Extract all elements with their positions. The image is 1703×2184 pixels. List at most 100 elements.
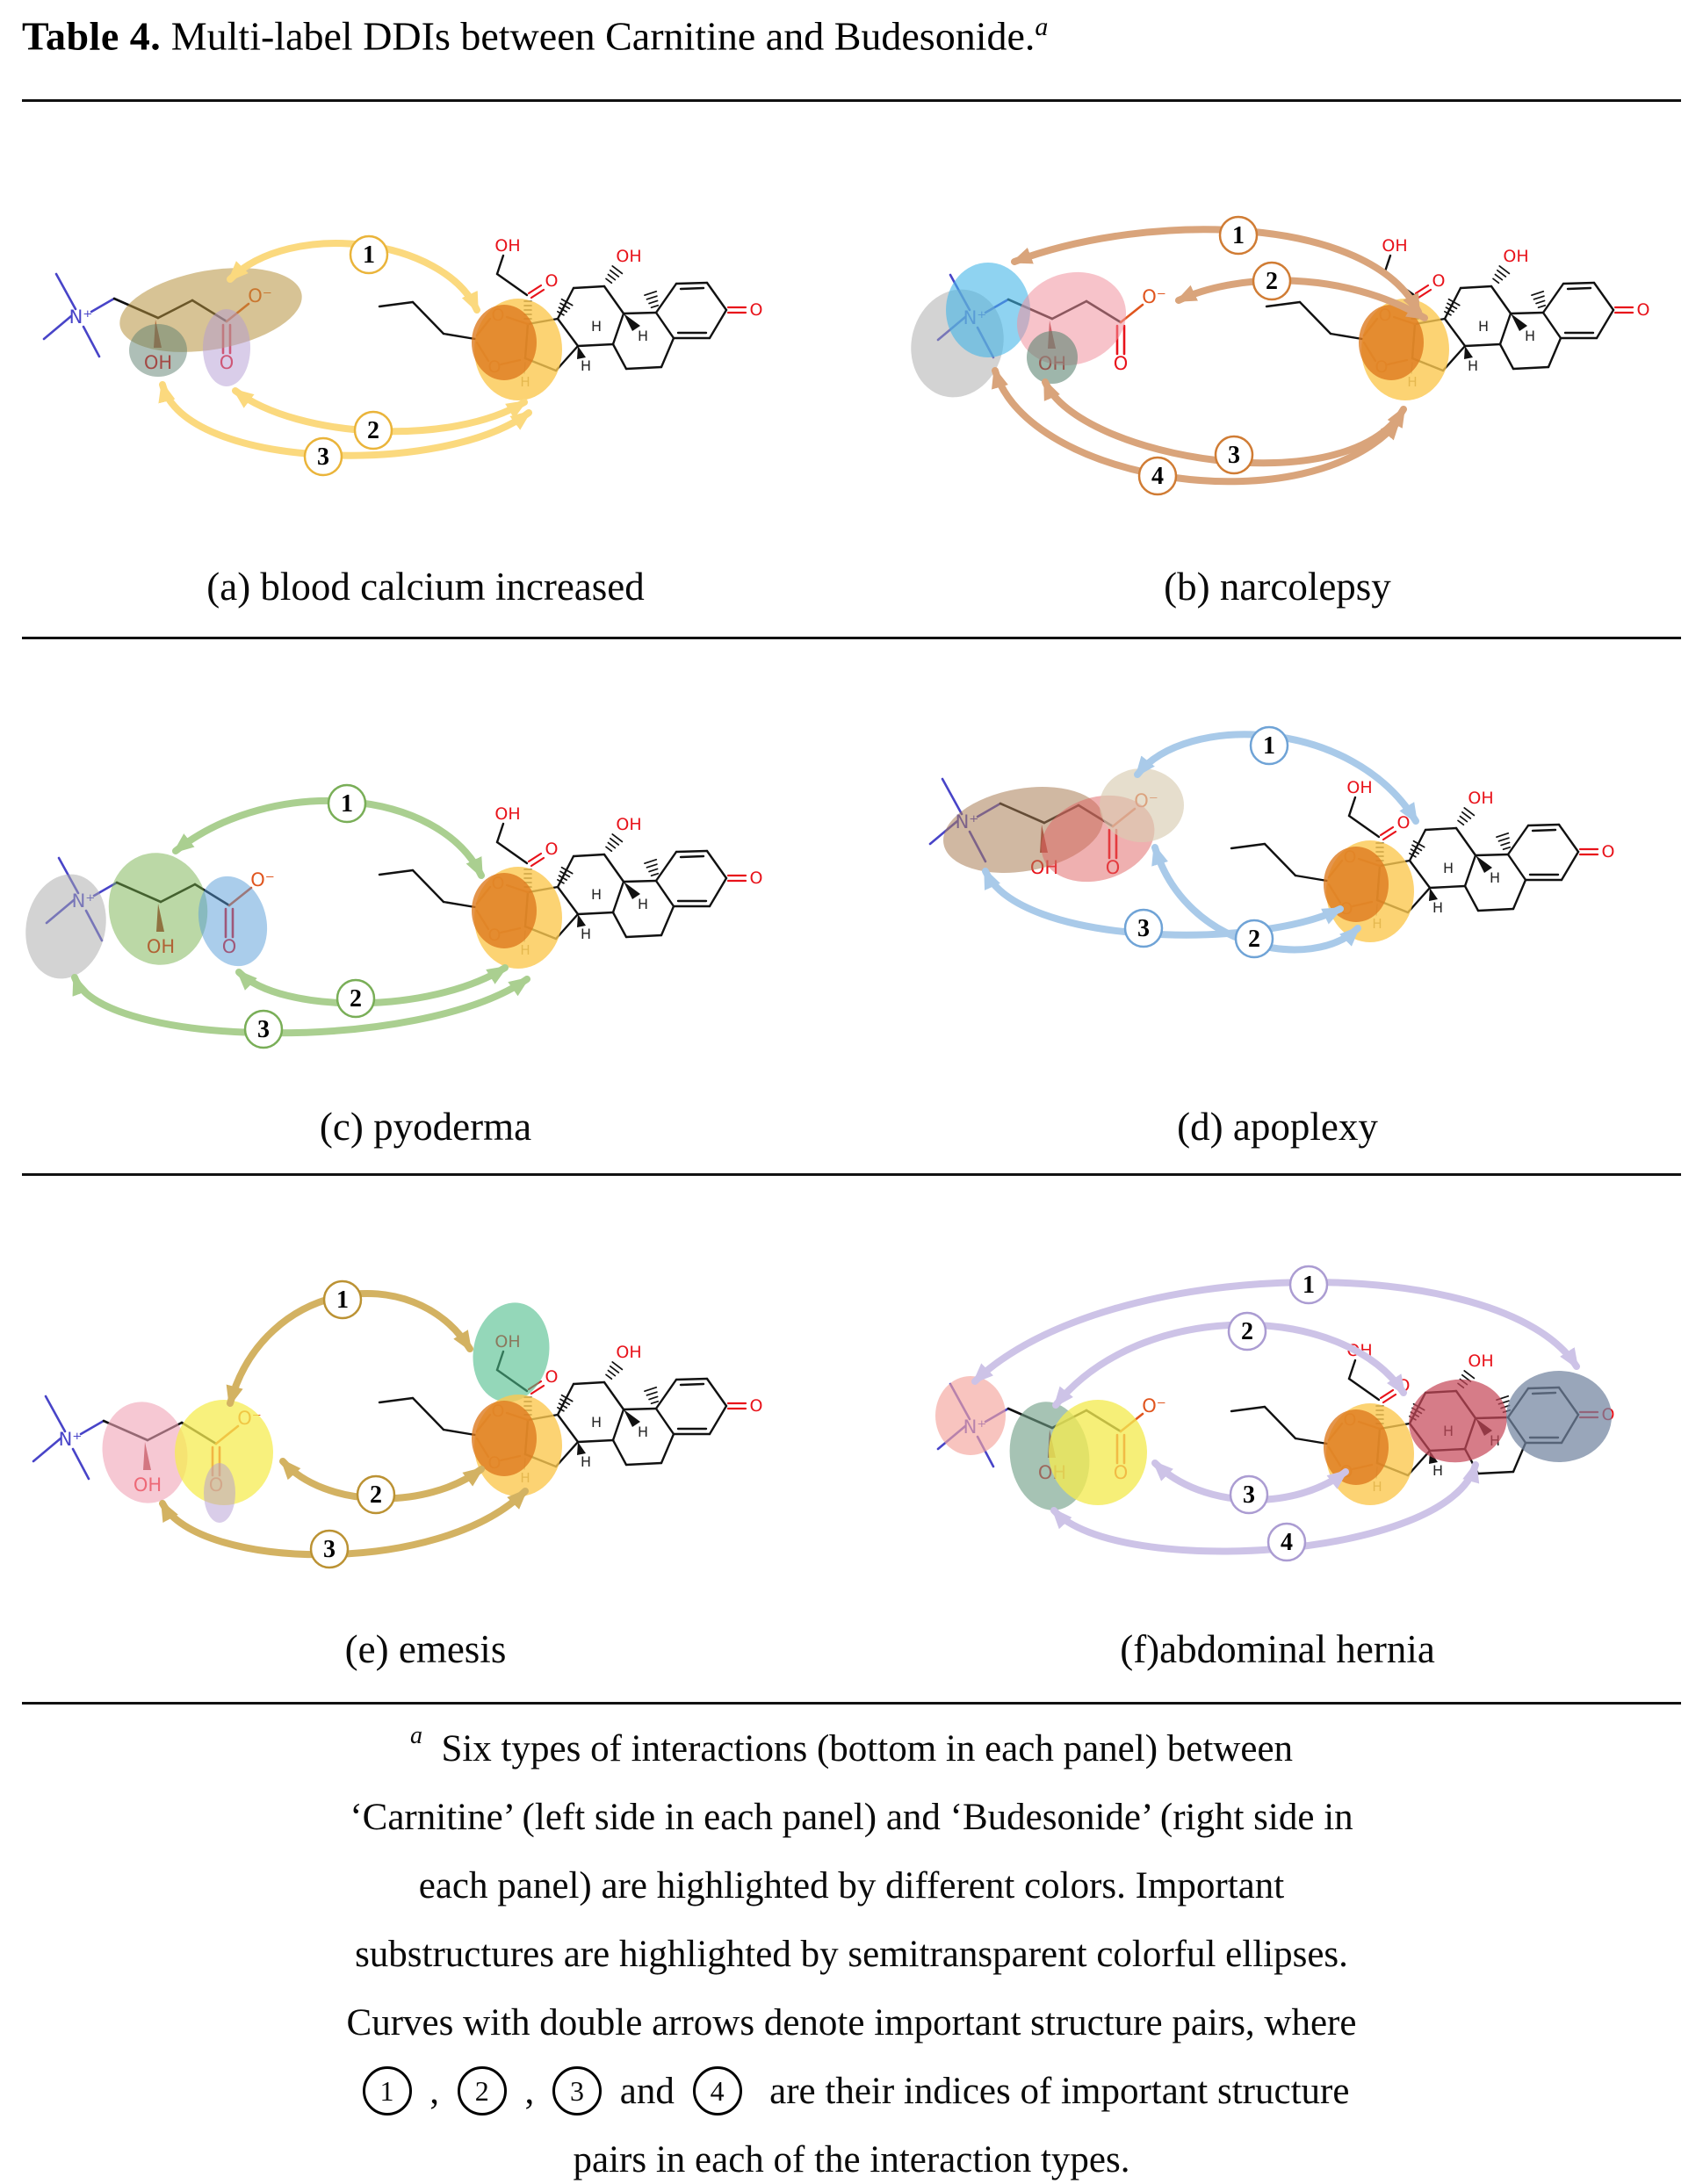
bond: [1496, 833, 1510, 838]
circled-number: 3: [552, 2066, 603, 2116]
bond: [559, 1398, 571, 1406]
interaction-arrow: [1175, 277, 1428, 321]
bond: [650, 1400, 660, 1405]
highlight-ellipse: [203, 309, 250, 386]
bond: [1443, 317, 1467, 348]
bond: [442, 332, 477, 341]
footnote-text: are their indices of important structure: [750, 2070, 1350, 2112]
bond: [554, 1440, 580, 1468]
index-badge: 1: [1288, 1265, 1329, 1305]
bond: [1496, 269, 1507, 278]
bond: [1294, 874, 1329, 883]
bond: [611, 312, 625, 346]
bond: [679, 854, 705, 859]
stereo-h-label: H: [581, 926, 591, 942]
bond: [679, 286, 705, 291]
bond: [660, 336, 675, 369]
bond: [1592, 281, 1615, 312]
bond: [1459, 285, 1493, 290]
bond: [675, 1377, 709, 1381]
index-number: 4: [1281, 1529, 1293, 1556]
nitrogen-label: N⁺: [59, 1429, 83, 1450]
bond: [611, 911, 628, 939]
divider: [22, 637, 1681, 639]
index-badge: 1: [1249, 725, 1289, 766]
bond: [1347, 1359, 1357, 1380]
panel-a-caption: (a) blood calcium increased: [206, 565, 645, 609]
stereo-wedge: [577, 1442, 586, 1455]
bond: [1410, 848, 1419, 854]
bond: [1498, 265, 1511, 275]
bond: [646, 295, 658, 300]
bond: [79, 1419, 105, 1436]
bond: [576, 1438, 615, 1444]
index-number: 2: [1248, 926, 1260, 953]
hydroxyl-label: OH: [1468, 1351, 1493, 1371]
bond: [644, 1387, 658, 1392]
index-number: 3: [317, 443, 329, 471]
stereo-h-label: H: [1525, 328, 1535, 344]
footnote-line: Curves with double arrows denote importa…: [0, 1988, 1703, 2057]
bond: [1500, 841, 1511, 847]
highlight-ellipse: [108, 853, 208, 965]
interaction-arrow: [992, 366, 1402, 486]
index-number: 1: [363, 241, 375, 269]
interaction-arrow: [172, 796, 485, 879]
footnote-text: Six types of interactions (bottom in eac…: [422, 1727, 1294, 1770]
footnote-text: pairs in each of the interaction types.: [573, 2138, 1130, 2180]
bond: [1547, 336, 1562, 369]
stereo-h-label: H: [1432, 1462, 1443, 1479]
panel-c-figure: N⁺OHO⁻OOHOOHOOOHHHH123: [25, 783, 763, 1049]
bond: [605, 846, 613, 853]
hydroxyl-label: OH: [1382, 236, 1407, 256]
bond: [611, 342, 628, 371]
index-badge: 2: [1227, 1311, 1267, 1351]
bond: [527, 284, 543, 295]
bond: [1463, 807, 1476, 817]
bond: [654, 282, 678, 314]
bond: [650, 304, 660, 309]
carboxylate-o-label: O⁻: [250, 869, 275, 890]
bond: [32, 1437, 62, 1463]
index-number: 2: [350, 985, 362, 1013]
bond: [1533, 295, 1545, 300]
index-number: 2: [1266, 268, 1278, 295]
bond: [675, 281, 709, 285]
highlight-ellipse: [472, 1401, 537, 1476]
bond: [609, 269, 620, 278]
stereo-wedge: [1511, 314, 1527, 331]
index-badge: 3: [1123, 908, 1164, 948]
bond: [572, 853, 606, 858]
bond: [654, 1378, 678, 1410]
index-badge: 2: [336, 978, 376, 1019]
stereo-h-label: H: [638, 1424, 648, 1440]
bond: [1329, 332, 1364, 341]
bond: [1347, 814, 1381, 839]
bond: [530, 288, 545, 299]
index-badge: 3: [243, 1009, 284, 1049]
bond: [1537, 304, 1547, 309]
bond: [560, 298, 574, 306]
footnote-text: each panel) are highlighted by different…: [418, 1864, 1285, 1906]
bond: [1463, 342, 1502, 348]
bond: [556, 317, 580, 348]
bond: [1509, 311, 1545, 315]
stereo-h-label: H: [1490, 869, 1500, 886]
bond: [1497, 837, 1510, 842]
highlight-ellipse: [129, 324, 187, 377]
bond: [603, 1380, 625, 1411]
enone-o-label: O: [750, 300, 763, 320]
bond: [650, 872, 660, 877]
highlight-ellipse: [198, 876, 268, 967]
table-title: Table 4. Multi-label DDIs between Carnit…: [22, 12, 1048, 59]
enone-o-label: O: [750, 869, 763, 888]
circled-number: 2: [457, 2066, 507, 2116]
highlight-ellipse: [472, 305, 537, 380]
bond: [1441, 344, 1467, 372]
index-badge: 3: [1214, 435, 1254, 475]
index-badge: 3: [1229, 1474, 1269, 1515]
bond: [495, 840, 529, 865]
index-badge: 4: [1137, 456, 1178, 496]
panel-a-figure: N⁺OHO⁻OOHOOHOOOHHHH123: [42, 234, 763, 477]
